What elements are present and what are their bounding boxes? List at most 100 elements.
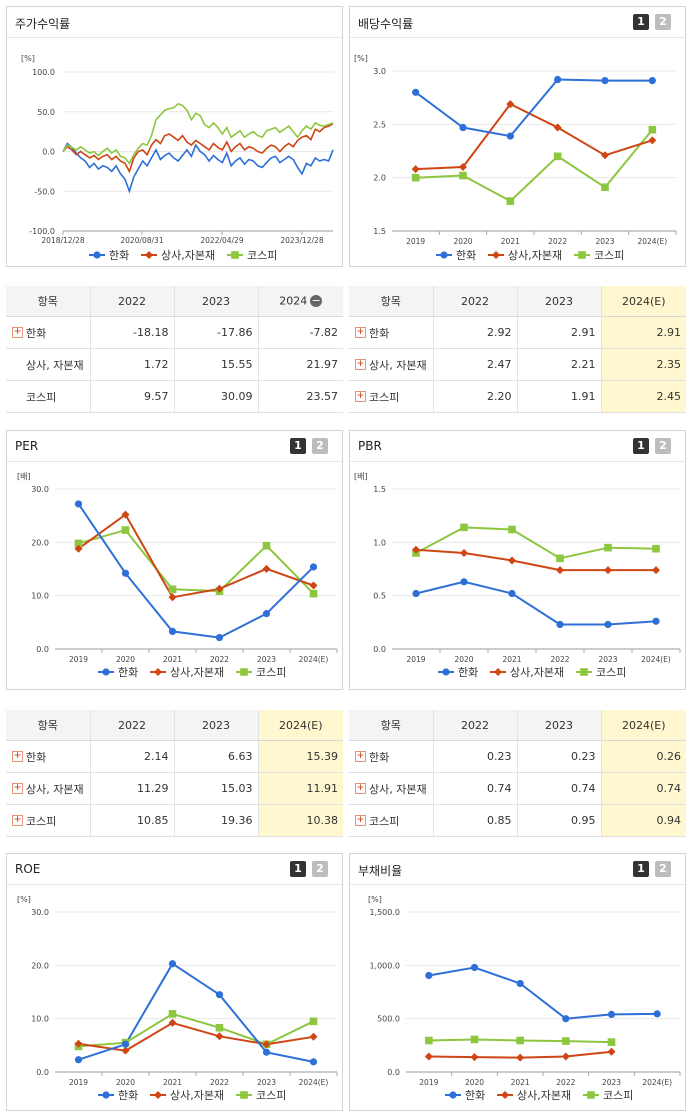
toggle-2-button[interactable]: 2: [312, 861, 328, 877]
y-tick-label: 30.0: [31, 485, 49, 494]
debt-ratio-header: 부채비율 1 2: [350, 854, 685, 885]
expand-icon[interactable]: +: [12, 751, 23, 762]
x-tick-label: 2021: [502, 655, 521, 664]
y-unit-label: [%]: [354, 54, 368, 63]
collapse-icon[interactable]: −: [310, 294, 323, 308]
row-label[interactable]: + 한화: [349, 740, 433, 773]
toggle-1-button[interactable]: 1: [290, 438, 306, 454]
data-point-square: [562, 1037, 570, 1045]
x-tick-label: 2023: [598, 655, 617, 664]
expand-icon[interactable]: +: [355, 391, 366, 402]
row-label[interactable]: + 상사, 자본재: [349, 348, 433, 381]
expand-icon[interactable]: +: [12, 815, 23, 826]
expand-icon[interactable]: +: [355, 327, 366, 338]
data-point-circle: [121, 1040, 130, 1048]
toggle-2-button[interactable]: 2: [655, 14, 671, 30]
toggle-1-button[interactable]: 1: [633, 14, 649, 30]
debt-ratio-chart: [%] 1,500.0 1,000.0 500.0 0.0 2019 2020 2021 202…: [368, 895, 681, 1102]
toggle-2-button[interactable]: 2: [312, 438, 328, 454]
stock-return-header: 주가수익률: [7, 7, 342, 38]
table-header-2024: 2024−: [257, 286, 343, 317]
expand-icon[interactable]: +: [355, 815, 366, 826]
legend-label: 한화: [458, 666, 478, 679]
y-tick-label: -100.0: [29, 227, 55, 236]
y-tick-label: 0.0: [36, 1068, 49, 1077]
data-point-diamond: [154, 1091, 162, 1099]
x-tick-label: 2024(E): [299, 655, 329, 664]
series-line-kospi: [78, 528, 315, 595]
y-tick-label: -50.0: [34, 187, 55, 196]
data-point-circle: [652, 617, 660, 625]
table-header: 2022: [89, 286, 174, 317]
table-cell: 11.29: [89, 772, 174, 805]
x-tick-label: 2019: [419, 1078, 438, 1087]
data-point-square: [652, 544, 660, 553]
data-point-circle: [168, 960, 177, 968]
table-cell: 2.21: [516, 348, 601, 381]
x-tick-label: 2024(E): [637, 237, 667, 246]
data-point-square: [309, 1017, 318, 1026]
data-point-square: [556, 554, 564, 563]
data-point-circle: [215, 991, 224, 999]
series-line-hanwha: [77, 503, 315, 639]
data-point-diamond: [601, 151, 609, 160]
series-line-kospi: [415, 129, 654, 203]
data-point-square: [168, 585, 177, 594]
toggle-2-button[interactable]: 2: [655, 861, 671, 877]
data-point-diamond: [652, 566, 660, 575]
expand-icon[interactable]: +: [355, 783, 366, 794]
data-point-square: [231, 251, 239, 259]
data-point-circle: [425, 971, 433, 980]
table-row: + 상사, 자본재 2.47 2.21 2.35: [349, 348, 686, 381]
data-point-square: [215, 1023, 224, 1032]
pbr-chart: [배] 1.5 1.0 0.5 0.0 2019 2020 2021 2022 2023 2024(…: [354, 472, 681, 679]
toggle-1-button[interactable]: 1: [290, 861, 306, 877]
table-row: + 한화 2.14 6.63 15.39: [6, 740, 343, 773]
row-label[interactable]: + 코스피: [349, 380, 433, 413]
row-label[interactable]: + 코스피: [6, 804, 90, 837]
legend-label: 상사,자본재: [170, 666, 224, 679]
data-point-circle: [516, 979, 524, 988]
row-label[interactable]: + 상사, 자본재: [349, 772, 433, 805]
roe-header: ROE 1 2: [7, 854, 342, 885]
row-label[interactable]: + 코스피: [349, 804, 433, 837]
data-point-diamond: [215, 584, 224, 593]
row-label-text: 상사, 자본재: [26, 358, 84, 372]
expand-icon[interactable]: +: [12, 783, 23, 794]
data-point-circle: [470, 963, 479, 972]
expand-icon[interactable]: +: [12, 327, 23, 338]
x-tick-label: 2022/04/29: [200, 236, 243, 245]
table-cell: 30.09: [173, 380, 258, 413]
legend-label: 한화: [109, 249, 129, 262]
row-label[interactable]: + 한화: [349, 316, 433, 349]
y-tick-label: 30.0: [31, 908, 49, 917]
per-chart: [배]30.0 20.0 10.0 0.0 2019 2020 2021 2022 2023 20…: [17, 472, 338, 679]
y-tick-label: 50.0: [37, 108, 55, 117]
row-label[interactable]: + 한화: [6, 316, 90, 349]
data-point-diamond: [607, 1047, 616, 1056]
data-point-circle: [102, 1091, 110, 1099]
per-panel: PER 1 2 [배] 30.0 20.0 10.0 0.0 2019 2020 2021 20…: [6, 430, 343, 690]
row-label[interactable]: + 한화: [6, 740, 90, 773]
toggle-1-button[interactable]: 1: [633, 861, 649, 877]
table-cell: 10.38: [257, 804, 343, 837]
table-cell: 2.91: [600, 316, 686, 349]
row-label-text: 한화: [26, 326, 47, 340]
table-cell: -7.82: [257, 316, 343, 349]
row-label-text: 상사, 자본재: [26, 782, 84, 796]
table-cell: 19.36: [173, 804, 258, 837]
toggle-1-button[interactable]: 1: [633, 438, 649, 454]
table-cell: 15.39: [257, 740, 343, 773]
table-header-row: 항목 2022 2023 2024(E): [349, 710, 686, 741]
data-point-circle: [460, 578, 468, 586]
row-label-text: 한화: [369, 750, 390, 764]
y-unit-label: [%]: [17, 895, 31, 904]
expand-icon[interactable]: +: [355, 751, 366, 762]
toggle-2-button[interactable]: 2: [655, 438, 671, 454]
y-tick-label: 0.0: [373, 645, 386, 654]
table-cell: 15.55: [173, 348, 258, 381]
expand-icon[interactable]: +: [355, 359, 366, 370]
data-point-circle: [601, 77, 609, 85]
data-point-diamond: [508, 556, 516, 565]
row-label[interactable]: + 상사, 자본재: [6, 772, 90, 805]
